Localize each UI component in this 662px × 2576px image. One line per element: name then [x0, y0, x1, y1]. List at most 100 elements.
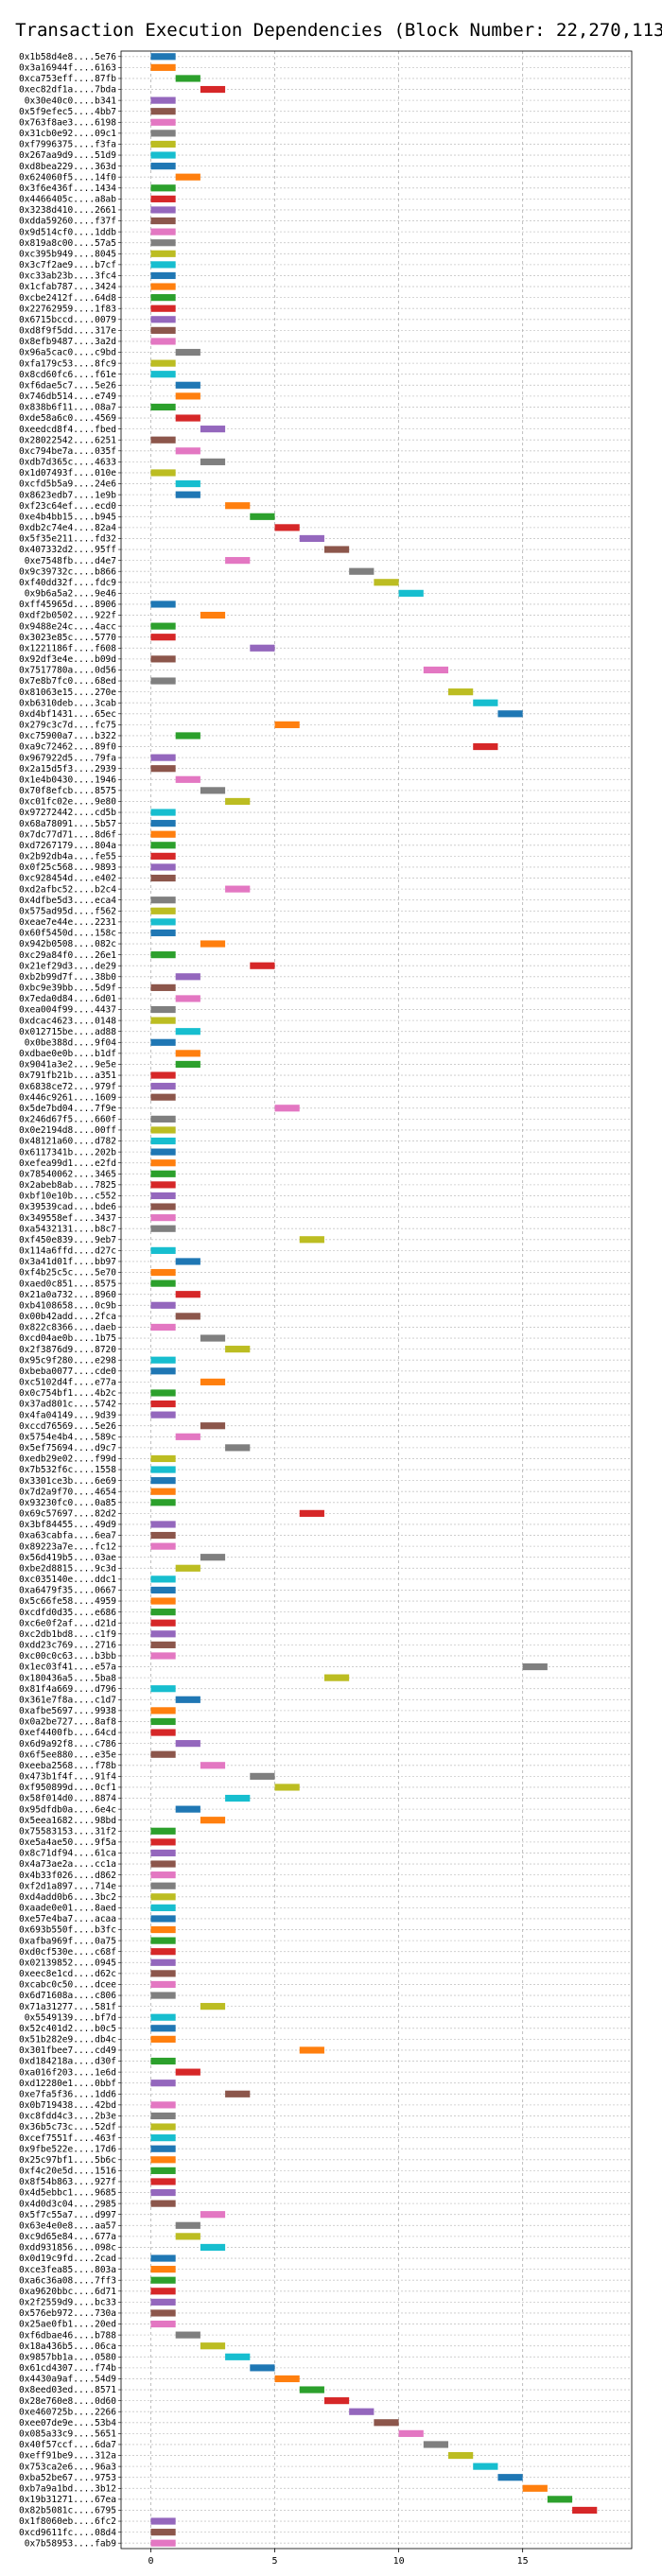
dependency-bar — [473, 699, 498, 706]
dependency-bar — [323, 546, 350, 553]
dependency-bar — [150, 359, 176, 367]
y-tick-label: 0x39539cad....bde6 — [19, 1202, 116, 1212]
dependency-bar — [150, 1038, 176, 1046]
y-tick-labels: 0x1b58d4e8....5e760x3a16944f....61630xca… — [19, 52, 121, 2549]
y-tick-label: 0xb6310deb....3cab — [19, 698, 116, 708]
dependency-bar — [175, 973, 200, 981]
dependency-bar — [200, 1422, 226, 1430]
y-tick-label: 0x30e40c0....b341 — [25, 96, 117, 106]
y-tick-label: 0x21a0a732....8960 — [19, 1290, 116, 1300]
y-tick-label: 0x00b42add....2fca — [19, 1312, 116, 1322]
y-tick-label: 0xf4c20e5d....1516 — [19, 2167, 116, 2177]
dependency-bar — [150, 1597, 176, 1605]
y-tick-label: 0x4a73ae2a....cc1a — [19, 1859, 116, 1870]
dependency-bar — [423, 666, 449, 674]
dependency-bar — [150, 1323, 176, 1332]
y-tick-label: 0x28022542....6251 — [19, 435, 116, 445]
dependency-bar — [150, 863, 176, 871]
dependency-bar — [175, 479, 200, 488]
dependency-bar — [150, 983, 176, 991]
y-tick-label: 0x6715bccd....0079 — [19, 315, 116, 325]
dependency-bar — [150, 1586, 176, 1594]
dependency-bar — [150, 1641, 176, 1648]
dependency-bar — [150, 2529, 176, 2536]
y-tick-label: 0x5f9efec5....4bb7 — [19, 107, 116, 117]
y-tick-label: 0x7e8b7fc0....68ed — [19, 676, 116, 687]
y-tick-label: 0xfa179c53....8fc9 — [19, 358, 116, 369]
dependency-bar — [225, 1794, 251, 1802]
y-tick-label: 0xdf2b0502....922f — [19, 611, 116, 621]
dependency-bar — [150, 1279, 176, 1287]
dependency-bar — [274, 1784, 300, 1791]
dependency-bar — [175, 2221, 200, 2229]
y-tick-label: 0x012715be....ad88 — [19, 1027, 116, 1037]
dependency-bar — [150, 2145, 176, 2152]
y-tick-label: 0x31cb0e92....09c1 — [19, 129, 116, 139]
dependency-bar — [299, 534, 324, 543]
y-tick-label: 0xee07de9e....53b4 — [19, 2418, 116, 2428]
y-tick-label: 0xf7996375....f3fa — [19, 140, 116, 150]
dependency-bar — [150, 1411, 176, 1419]
y-tick-label: 0xe5a4ae50....9f5a — [19, 1837, 116, 1848]
y-tick-label: 0x82b5081c....6795 — [19, 2506, 116, 2516]
dependency-bar — [175, 348, 200, 357]
y-tick-label: 0x7eda0d84....6d01 — [19, 994, 116, 1004]
dependency-bar — [150, 896, 176, 904]
x-tick-label: 10 — [393, 2556, 405, 2567]
y-tick-label: 0x68a78091....5b57 — [19, 819, 116, 829]
dependency-bar — [150, 1126, 176, 1134]
y-tick-label: 0xd4bf1431....65ec — [19, 709, 116, 720]
dependency-bar — [150, 1192, 176, 1200]
dependency-bar — [150, 1071, 176, 1079]
dependency-bar — [299, 1236, 324, 1244]
dependency-bar — [150, 2156, 176, 2164]
dependency-bar — [150, 1181, 176, 1189]
y-tick-label: 0xef4400fb....64cd — [19, 1728, 116, 1738]
y-tick-label: 0x36b5c73c....52df — [19, 2122, 116, 2132]
dependency-bar — [175, 381, 200, 389]
dependency-bar — [150, 1827, 176, 1835]
y-tick-label: 0x822c8366....daeb — [19, 1323, 116, 1333]
dependency-bar — [150, 228, 176, 235]
y-tick-label: 0x8efb9487....3a2d — [19, 337, 116, 347]
dependency-bar — [473, 2463, 498, 2470]
y-tick-label: 0xd0cf530e....c68f — [19, 1947, 116, 1958]
y-tick-label: 0x75583153....31f2 — [19, 1826, 116, 1836]
dependency-bar — [323, 1674, 350, 1681]
dependency-bar — [175, 1258, 200, 1265]
dependency-bar — [150, 1849, 176, 1857]
y-tick-label: 0x96a5cac0....c9bd — [19, 348, 116, 358]
dependency-bar — [150, 2057, 176, 2065]
dependency-bar — [175, 1313, 200, 1320]
y-tick-label: 0x02139852....0945 — [19, 1958, 116, 1968]
y-tick-label: 0x97272442....cd5b — [19, 808, 116, 818]
y-tick-label: 0x3f6e436f....1434 — [19, 183, 116, 194]
y-tick-label: 0x2abeb8ab....7825 — [19, 1180, 116, 1191]
dependency-bar — [175, 775, 200, 783]
x-tick-labels: 0 5 10 15 — [148, 2549, 529, 2567]
dependency-bar — [150, 1860, 176, 1868]
dependency-bar — [175, 1564, 200, 1572]
y-tick-label: 0x7d2a9f70....4654 — [19, 1487, 116, 1497]
y-tick-label: 0xb2b99d7f....38b0 — [19, 972, 116, 983]
y-tick-label: 0x63e4e0e8....aa57 — [19, 2220, 116, 2231]
y-tick-label: 0x3238d410....2661 — [19, 205, 116, 216]
dependency-bar — [150, 1838, 176, 1846]
y-tick-label: 0xce3fea85....803a — [19, 2265, 116, 2275]
y-tick-label: 0x5754e4b4....589c — [19, 1432, 116, 1442]
y-tick-label: 0x69c57697....82d2 — [19, 1509, 116, 1520]
dependency-bar — [323, 2397, 350, 2405]
y-tick-label: 0x71a31277....581f — [19, 2002, 116, 2012]
dependency-bar — [150, 1980, 176, 1989]
dependency-bar — [150, 1542, 176, 1550]
y-tick-label: 0x361e7f8a....c1d7 — [19, 1695, 116, 1705]
y-tick-label: 0x967922d5....79fa — [19, 753, 116, 763]
dependency-bar — [225, 2353, 251, 2360]
dependency-bar — [150, 1992, 176, 1999]
y-tick-label: 0x61cd4307....f74b — [19, 2363, 116, 2374]
dependency-bar — [522, 1662, 548, 1671]
y-tick-label: 0x51b282e9....db4c — [19, 2035, 116, 2045]
dependency-bar — [150, 261, 176, 269]
dependency-bar — [200, 787, 226, 794]
